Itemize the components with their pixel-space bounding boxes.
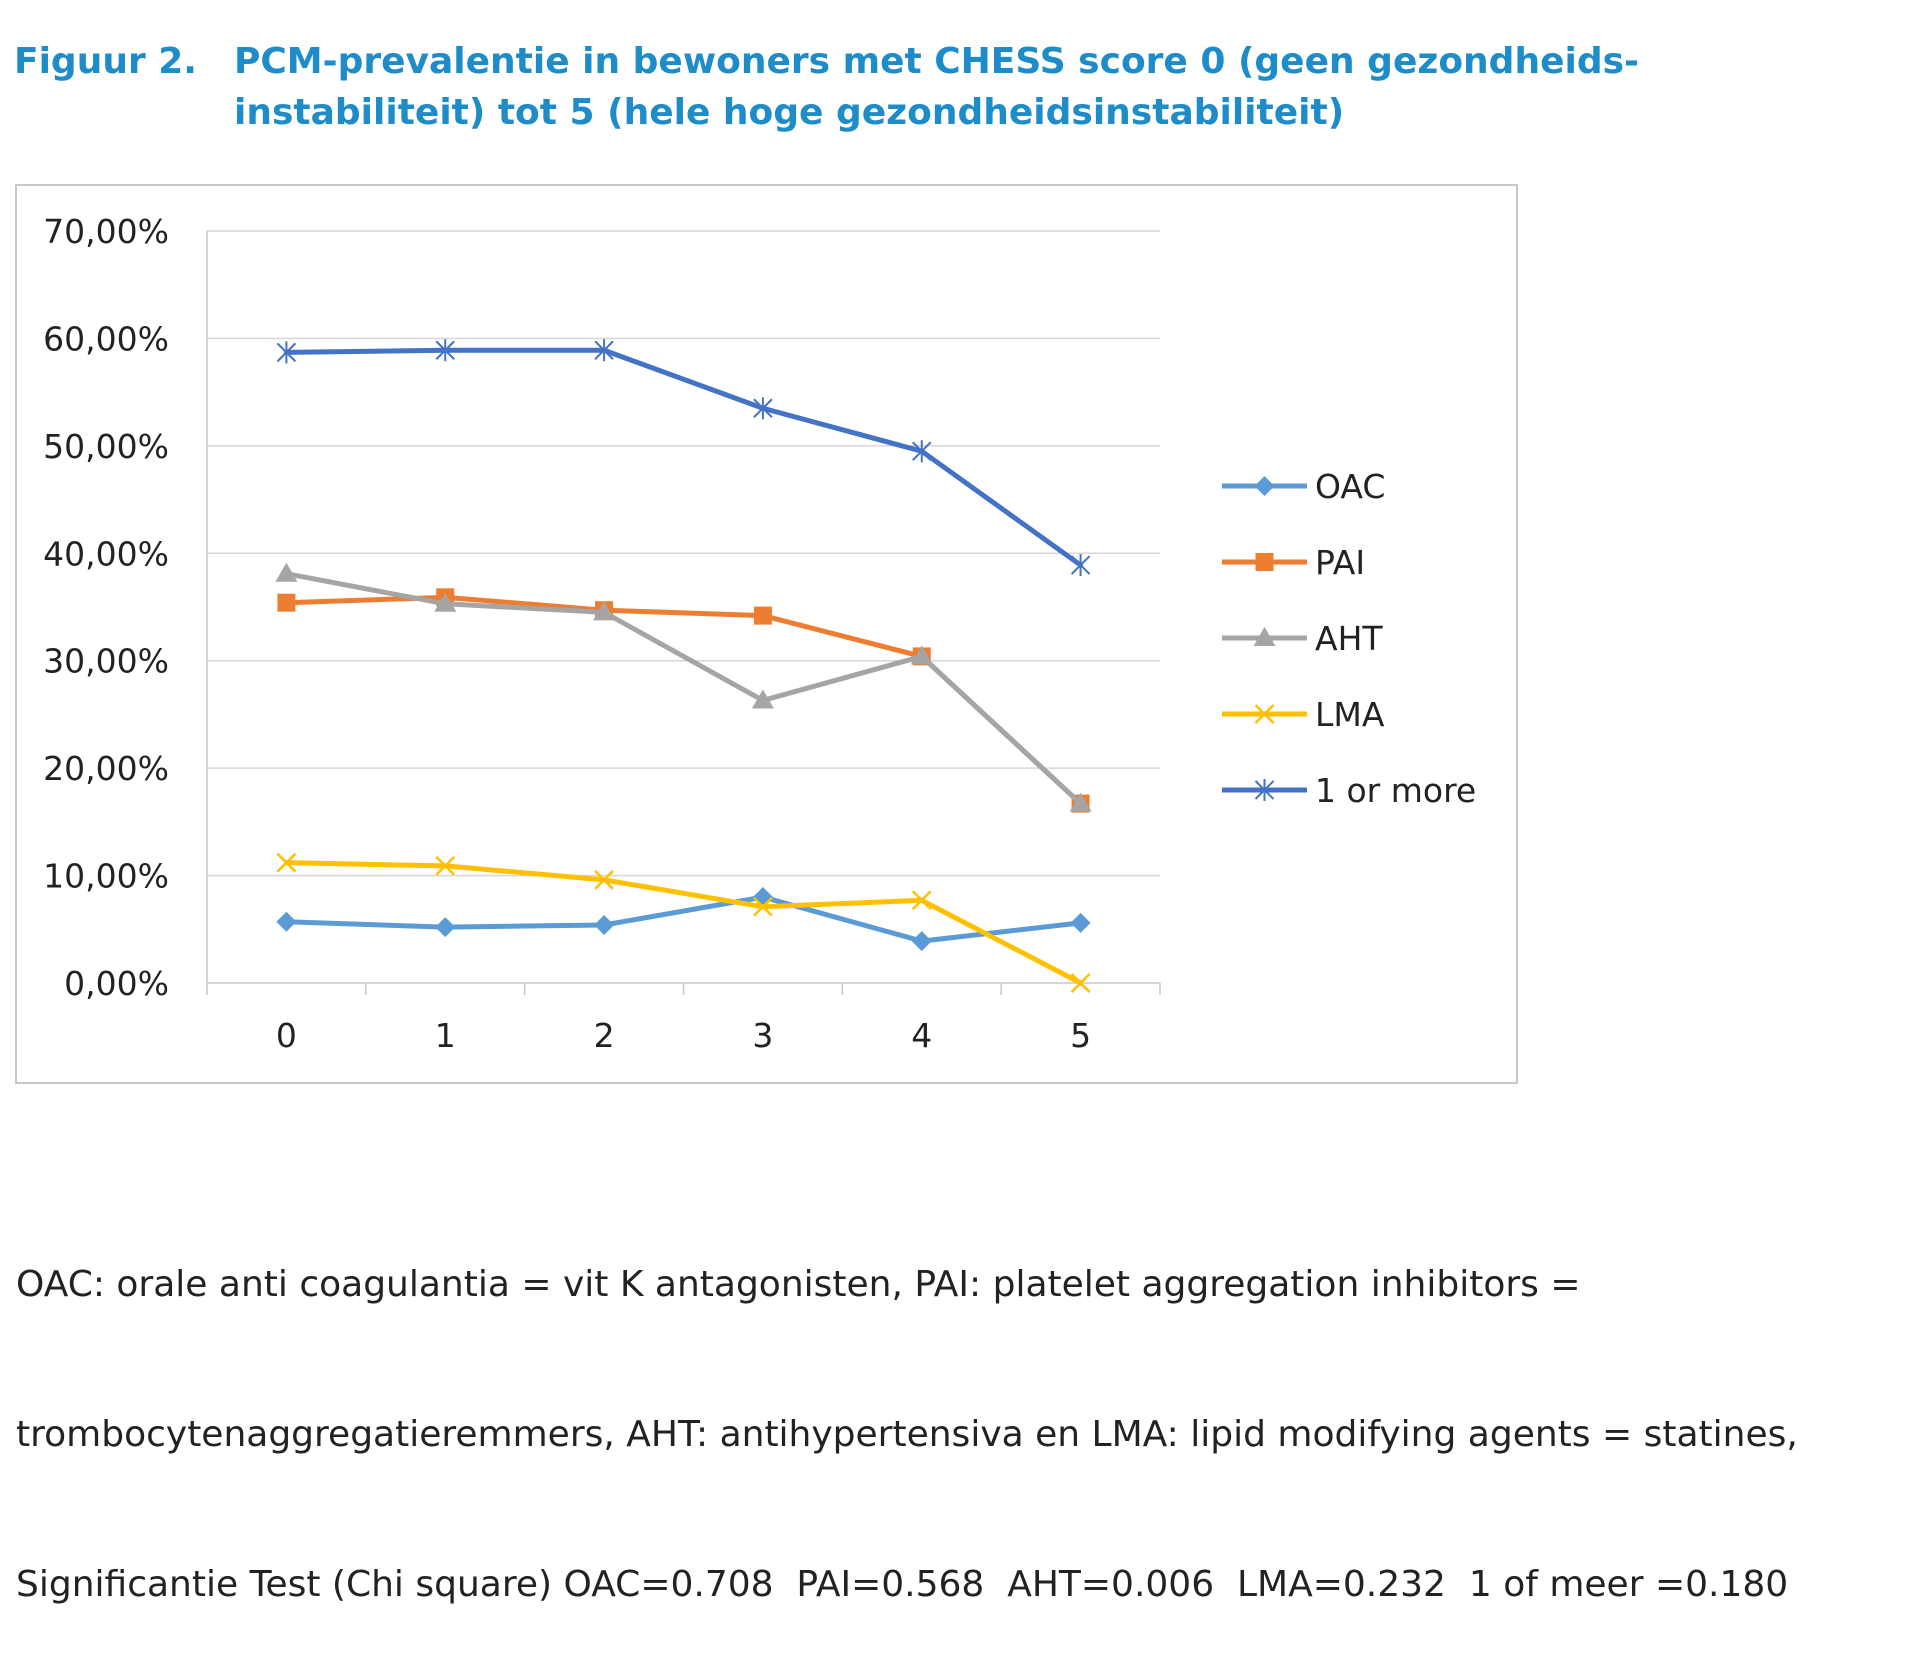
figure-caption: OAC: orale anti coagulantia = vit K anta…: [16, 1160, 1916, 1660]
figure-title-line-1: PCM-prevalentie in bewoners met CHESS sc…: [234, 41, 1639, 82]
caption-line-1: OAC: orale anti coagulantia = vit K anta…: [16, 1264, 1581, 1305]
legend-label: LMA: [1315, 695, 1385, 734]
y-tick-label: 50,00%: [43, 427, 169, 466]
marker-shape: [594, 914, 615, 935]
data-point: [435, 339, 455, 362]
data-point: [1070, 554, 1091, 577]
legend-marker: [1254, 704, 1275, 724]
caption-line-2: trombocytenaggregatieremmers, AHT: antih…: [16, 1414, 1798, 1455]
legend-marker: [1255, 553, 1274, 571]
marker-stroke: [435, 856, 456, 876]
series-line: [283, 894, 1084, 944]
data-point: [911, 931, 932, 952]
series-line: [283, 594, 1084, 807]
x-tick-label: 1: [435, 1016, 456, 1055]
marker-stroke: [1070, 973, 1091, 993]
data-point: [751, 689, 774, 709]
series-lma: [276, 852, 1091, 993]
legend-marker: [1254, 779, 1275, 801]
marker-shape: [593, 601, 616, 621]
legend-marker: [1254, 476, 1275, 496]
x-tick-label: 5: [1070, 1016, 1091, 1055]
series-1-or-more: [276, 339, 1091, 577]
marker-stroke: [276, 852, 297, 873]
data-point: [277, 593, 296, 612]
marker-shape: [276, 911, 297, 932]
data-point: [593, 601, 616, 621]
marker-shape: [1255, 553, 1274, 571]
y-tick-label: 10,00%: [43, 857, 169, 896]
marker-shape: [1069, 792, 1092, 812]
y-tick-label: 0,00%: [64, 964, 169, 1003]
legend-item: AHT: [1222, 619, 1383, 658]
data-point: [594, 914, 615, 935]
data-point: [910, 645, 933, 665]
series-line: [283, 571, 1084, 807]
data-point: [753, 397, 773, 420]
marker-stroke: [911, 890, 932, 911]
y-tick-label: 40,00%: [43, 534, 169, 573]
series-line: [283, 347, 1084, 568]
figure-number: Figuur 2.: [14, 41, 197, 82]
series-aht: [275, 562, 1092, 812]
data-point: [435, 917, 456, 938]
x-tick-label: 4: [911, 1016, 932, 1055]
legend-item: LMA: [1222, 695, 1385, 734]
marker-shape: [1070, 912, 1091, 933]
data-point: [594, 339, 614, 362]
chart-container: 0,00% 10,00% 20,00% 30,00% 40,00% 50,00% 60,00…: [15, 184, 1518, 1084]
legend-label: AHT: [1315, 619, 1383, 658]
caption-line-3: Significantie Test (Chi square) OAC=0.70…: [16, 1564, 1789, 1605]
marker-stroke: [1254, 704, 1275, 724]
data-point: [276, 911, 297, 932]
legend-label: OAC: [1315, 467, 1385, 506]
legend: OAC PAI AHT LMA 1 or more: [1222, 467, 1476, 810]
legend-item: 1 or more: [1222, 771, 1476, 810]
data-point: [1070, 973, 1091, 993]
data-point: [911, 890, 932, 911]
data-point: [276, 852, 297, 873]
data-point: [912, 440, 932, 463]
series-line: [283, 860, 1084, 986]
data-point: [1070, 912, 1091, 933]
data-point: [1069, 792, 1092, 812]
y-tick-label: 30,00%: [43, 642, 169, 681]
marker-shape: [910, 645, 933, 665]
y-tick-label: 20,00%: [43, 749, 169, 788]
data-point: [753, 606, 772, 625]
marker-shape: [753, 606, 772, 625]
y-tick-label: 60,00%: [43, 319, 169, 358]
legend-label: PAI: [1315, 543, 1365, 582]
marker-shape: [277, 593, 296, 612]
marker-stroke: [753, 896, 773, 917]
data-point: [276, 341, 297, 364]
x-tick-label: 0: [276, 1016, 297, 1055]
data-point: [275, 562, 298, 582]
legend-item: PAI: [1222, 543, 1365, 582]
x-tick-label: 2: [594, 1016, 615, 1055]
marker-stroke: [594, 869, 614, 890]
y-tick-label: 70,00%: [43, 212, 169, 251]
marker-shape: [1254, 476, 1275, 496]
legend-item: OAC: [1222, 467, 1385, 506]
marker-shape: [434, 592, 457, 612]
marker-shape: [751, 689, 774, 709]
legend-label: 1 or more: [1315, 771, 1476, 810]
legend-marker: [1253, 627, 1276, 646]
marker-shape: [435, 917, 456, 938]
x-tick-label: 3: [752, 1016, 773, 1055]
marker-shape: [911, 931, 932, 952]
data-point: [434, 592, 457, 612]
figure-title: Figuur 2. PCM-prevalentie in bewoners me…: [14, 36, 1639, 138]
data-point: [594, 869, 614, 890]
data-point: [435, 856, 456, 876]
marker-shape: [275, 562, 298, 582]
line-chart: 0,00% 10,00% 20,00% 30,00% 40,00% 50,00% 60,00…: [43, 212, 1476, 1055]
figure-title-line-2: instabiliteit) tot 5 (hele hoge gezondhe…: [234, 92, 1345, 133]
data-point: [753, 896, 773, 917]
marker-shape: [1253, 627, 1276, 646]
series-oac: [276, 887, 1091, 952]
